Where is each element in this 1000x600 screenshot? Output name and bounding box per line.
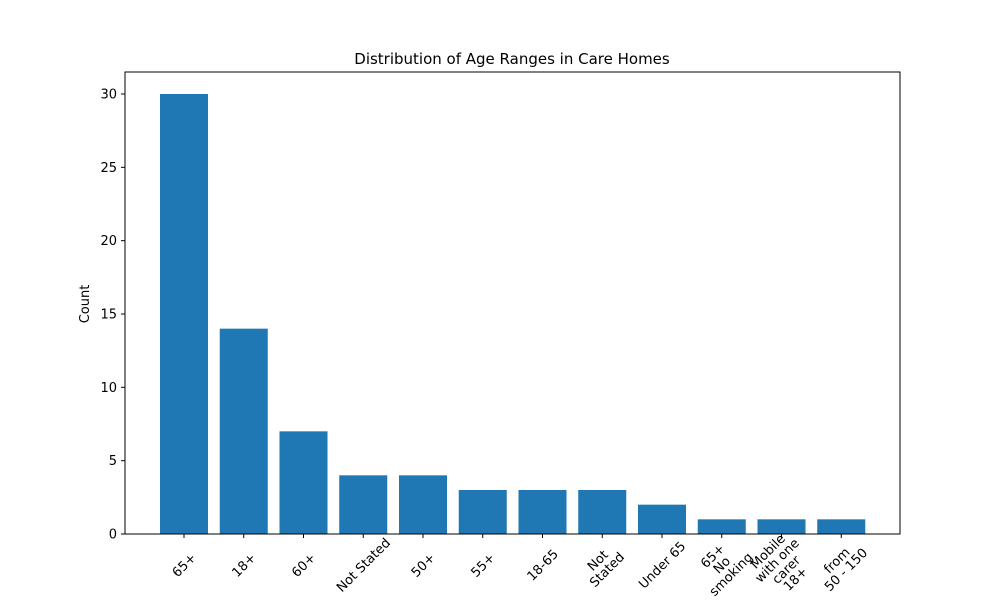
x-tick-label-3: Not Stated xyxy=(334,536,394,596)
x-tick-label-0: 65+ xyxy=(170,551,200,581)
x-tick-label-2: 60+ xyxy=(289,551,319,581)
x-tick-label-7: NotStated xyxy=(578,541,628,591)
y-axis-label: Count xyxy=(78,285,93,324)
y-tick-label-0: 0 xyxy=(109,528,117,543)
y-tick-label-1: 5 xyxy=(109,454,117,469)
x-tick-label-8: Under 65 xyxy=(636,539,689,592)
x-ticks-layer: 65+ 18+ 60+ Not Stated 50+ 55+ 18-65 NotStated U… xyxy=(170,527,871,600)
y-tick-label-4: 20 xyxy=(100,234,117,249)
bar-10 xyxy=(757,519,806,534)
bar-7 xyxy=(578,490,627,534)
x-tick-label-5: 55+ xyxy=(468,551,498,581)
x-tick-label-10: Mobilewith onecarer18+ xyxy=(743,527,821,600)
bar-4 xyxy=(399,475,447,534)
bars-layer xyxy=(160,94,866,534)
x-tick-label-11: from50 - 150 xyxy=(813,537,871,595)
y-tick-label-3: 15 xyxy=(100,308,117,323)
y-tick-label-5: 25 xyxy=(100,161,117,176)
bar-2 xyxy=(279,431,328,534)
bar-9 xyxy=(697,519,746,534)
x-tick-label-6: 18-65 xyxy=(525,547,562,584)
y-ticks-layer: 0 5 10 15 20 25 30 xyxy=(100,88,125,543)
x-tick-label-4: 50+ xyxy=(409,551,439,581)
chart-title: Distribution of Age Ranges in Care Homes xyxy=(354,50,670,68)
bar-11 xyxy=(817,519,866,534)
x-tick-label-9: 65+Nosmoking xyxy=(689,532,757,600)
bar-3 xyxy=(339,475,388,534)
bar-5 xyxy=(458,490,507,534)
x-tick-label-1: 18+ xyxy=(229,551,259,581)
bar-1 xyxy=(219,328,268,534)
bar-8 xyxy=(638,504,686,534)
bar-0 xyxy=(160,94,208,534)
bar-6 xyxy=(518,490,567,534)
y-tick-label-2: 10 xyxy=(100,381,117,396)
plot-area-frame xyxy=(124,71,901,535)
y-tick-label-6: 30 xyxy=(100,88,117,103)
